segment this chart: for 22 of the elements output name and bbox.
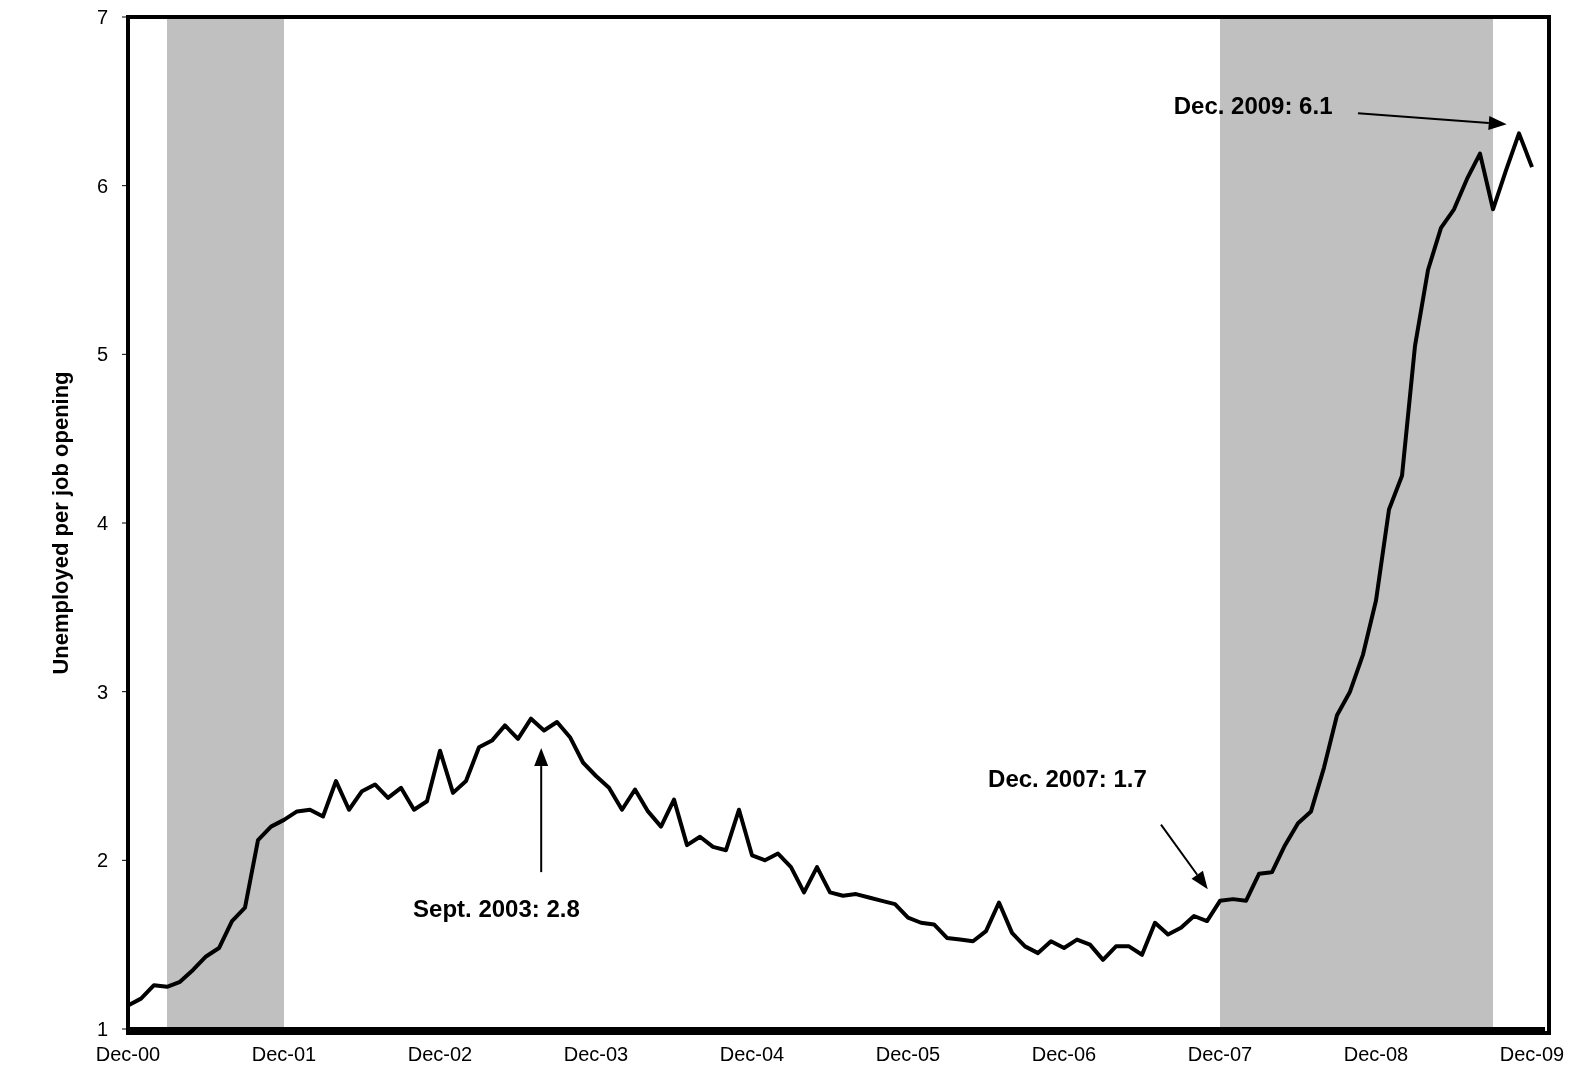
x-tick-label: Dec-05: [875, 1043, 941, 1066]
y-tick-label: 1: [96, 1018, 108, 1041]
y-tick-label: 6: [96, 174, 108, 197]
y-tick-label: 2: [96, 849, 108, 872]
x-tick-label: Dec-09: [1499, 1043, 1565, 1066]
y-tick-label: 4: [96, 512, 108, 535]
x-tick-label: Dec-06: [1031, 1043, 1097, 1066]
y-tick-label: 5: [96, 343, 108, 366]
y-axis-title: Unemployed per job opening: [47, 371, 73, 675]
line-series: [128, 131, 1534, 1008]
x-tick-label: Dec-08: [1343, 1043, 1409, 1066]
x-tick-label: Dec-07: [1187, 1043, 1253, 1066]
annotation: Sept. 2003: 2.8: [413, 894, 580, 922]
annotation: Dec. 2009: 6.1: [1173, 92, 1333, 120]
y-tick-label: 7: [96, 6, 108, 29]
x-tick-label: Dec-01: [251, 1043, 317, 1066]
x-tick-label: Dec-00: [95, 1043, 161, 1066]
y-tick-label: 3: [96, 680, 108, 703]
x-tick-label: Dec-04: [719, 1043, 785, 1066]
annotation: Dec. 2007: 1.7: [988, 765, 1147, 793]
x-tick-label: Dec-02: [407, 1043, 473, 1066]
x-tick-label: Dec-03: [563, 1043, 629, 1066]
